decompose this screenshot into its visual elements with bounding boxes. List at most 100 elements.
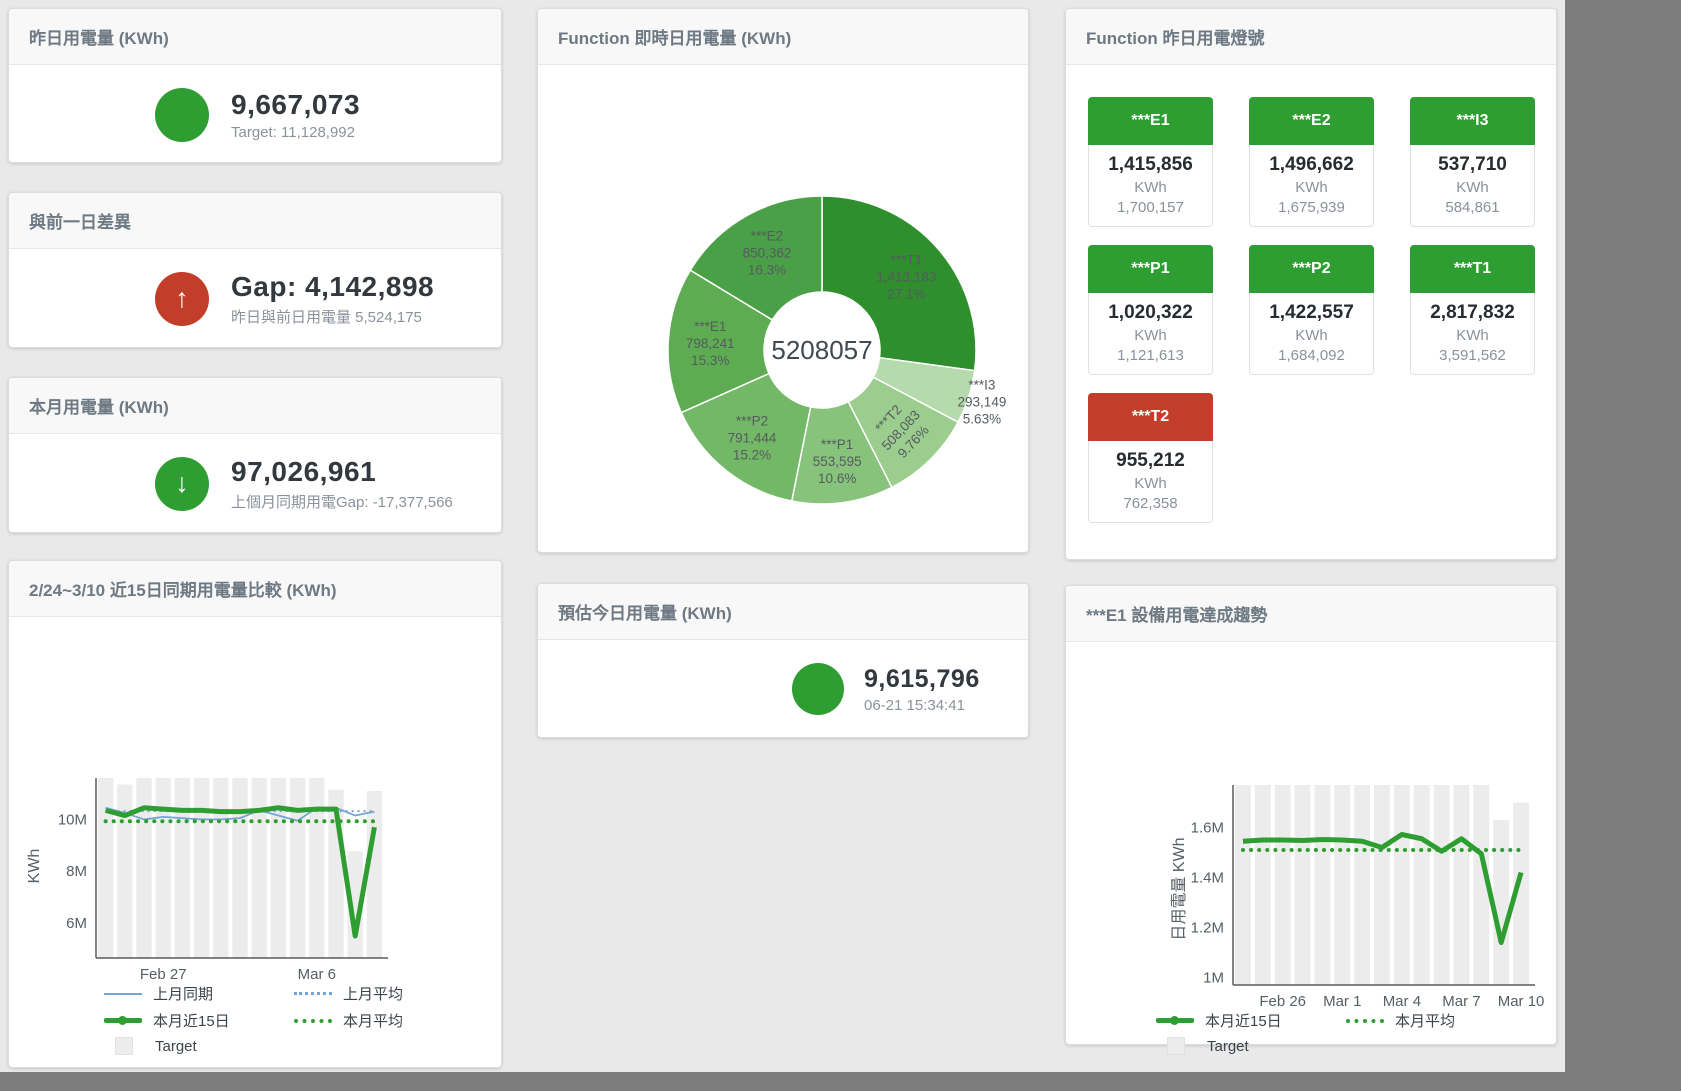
dashboard-page: 昨日用電量 (KWh) 9,667,073 Target: 11,128,992…: [0, 0, 1565, 1072]
kpi-subtitle: Target: 11,128,992: [231, 123, 355, 141]
svg-text:Mar 7: Mar 7: [1442, 993, 1480, 1010]
green-dotted-swatch-icon: [294, 1018, 332, 1023]
legend-item-this-month-avg[interactable]: 本月平均: [294, 1010, 484, 1031]
kpi-value: 9,667,073: [231, 88, 361, 120]
blue-dotted-swatch-icon: [294, 992, 332, 995]
tile-header: ***T2: [1088, 393, 1213, 441]
card-header: Function 昨日用電燈號: [1066, 9, 1556, 65]
tile-unit: KWh: [1134, 327, 1167, 344]
card-header: 2/24~3/10 近15日同期用電量比較 (KWh): [9, 561, 501, 617]
tile-header: ***E2: [1249, 97, 1374, 145]
legend-item-this-month[interactable]: 本月近15日: [104, 1010, 294, 1031]
svg-text:6M: 6M: [66, 915, 87, 932]
tile-header: ***P1: [1088, 245, 1213, 293]
svg-text:1M: 1M: [1203, 970, 1224, 987]
light-tile-i3: ***I3 537,710 KWh 584,861: [1410, 97, 1535, 227]
legend-item-target[interactable]: Target: [104, 1037, 294, 1055]
tile-header: ***T1: [1410, 245, 1535, 293]
kpi-timestamp: 06-21 15:34:41: [864, 696, 965, 714]
kpi-body: 9,667,073 Target: 11,128,992: [9, 65, 501, 164]
tile-target: 3,591,562: [1439, 347, 1506, 364]
svg-text:Mar 10: Mar 10: [1498, 993, 1545, 1010]
legend-label: 本月近15日: [153, 1013, 230, 1030]
light-tile-e1: ***E1 1,415,856 KWh 1,700,157: [1088, 97, 1213, 227]
light-tile-e2: ***E2 1,496,662 KWh 1,675,939: [1249, 97, 1374, 227]
legend-item-last-month[interactable]: 上月同期: [104, 983, 294, 1004]
trend-line-chart: 1M 1.2M 1.4M 1.6M Feb 26 Mar 1 Mar 4 Mar 7 Mar 1…: [1171, 785, 1545, 1010]
card-title: Function 即時日用電量 (KWh): [558, 29, 792, 48]
kpi-value: 9,615,796: [864, 664, 980, 693]
kpi-subtitle: 昨日與前日用電量 5,524,175: [231, 308, 422, 326]
target-swatch-icon: [115, 1037, 133, 1055]
tile-value: 955,212: [1116, 450, 1185, 471]
legend-item-this-month-avg[interactable]: 本月平均: [1346, 1010, 1536, 1031]
kpi-body: ↑ Gap: 4,142,898 昨日與前日用電量 5,524,175: [9, 249, 501, 348]
svg-text:1.4M: 1.4M: [1191, 870, 1224, 887]
tile-header: ***I3: [1410, 97, 1535, 145]
blue-line-swatch-icon: [104, 992, 142, 995]
tile-unit: KWh: [1295, 327, 1328, 344]
svg-text:1.2M: 1.2M: [1191, 920, 1224, 937]
tile-target: 1,675,939: [1278, 199, 1345, 216]
legend-item-target[interactable]: Target: [1156, 1037, 1346, 1055]
green-line-swatch-icon: [104, 1016, 142, 1025]
light-tile-t2: ***T2 955,212 KWh 762,358: [1088, 393, 1213, 523]
card-title: 與前一日差異: [29, 213, 131, 232]
svg-text:Mar 4: Mar 4: [1383, 993, 1421, 1010]
card-compare-chart: 2/24~3/10 近15日同期用電量比較 (KWh) 6M 8M 10M Feb 2…: [8, 560, 502, 1068]
card-header: 昨日用電量 (KWh): [9, 9, 501, 65]
status-circle-icon: [155, 87, 209, 142]
card-status-lights: Function 昨日用電燈號 ***E1 1,415,856 KWh 1,70…: [1065, 8, 1557, 560]
card-header: 預估今日用電量 (KWh): [538, 584, 1028, 640]
kpi-subtitle: 上個月同期用電Gap: -17,377,566: [231, 493, 453, 511]
card-gap-previous-day: 與前一日差異 ↑ Gap: 4,142,898 昨日與前日用電量 5,524,1…: [8, 192, 502, 348]
card-month-usage: 本月用電量 (KWh) ↓ 97,026,961 上個月同期用電Gap: -17…: [8, 377, 502, 533]
svg-text:Feb 27: Feb 27: [140, 966, 187, 983]
lights-grid: ***E1 1,415,856 KWh 1,700,157 ***E2 1,49…: [1066, 65, 1556, 523]
tile-value: 1,415,856: [1108, 154, 1193, 175]
svg-text:Feb 26: Feb 26: [1259, 993, 1306, 1010]
card-header: 本月用電量 (KWh): [9, 378, 501, 434]
card-title: Function 昨日用電燈號: [1086, 29, 1265, 48]
target-swatch-icon: [1167, 1037, 1185, 1055]
donut-chart: ***T1 1,413,183 27.1%***I3 293,149 5.63%***T…: [667, 195, 1007, 505]
card-header: 與前一日差異: [9, 193, 501, 249]
tile-target: 584,861: [1445, 199, 1500, 216]
legend-item-this-month[interactable]: 本月近15日: [1156, 1010, 1346, 1031]
svg-text:1.6M: 1.6M: [1191, 820, 1224, 837]
svg-text:Mar 1: Mar 1: [1323, 993, 1361, 1010]
card-title: 本月用電量 (KWh): [29, 398, 169, 417]
tile-target: 762,358: [1123, 495, 1178, 512]
compare-legend: 上月同期 上月平均 本月近15日 本月平均 Target: [104, 983, 484, 1055]
kpi-value: Gap: 4,142,898: [231, 270, 435, 302]
svg-text:KWh: KWh: [26, 849, 43, 884]
kpi-value: 97,026,961: [231, 455, 377, 487]
status-circle-icon: [792, 663, 844, 715]
green-dotted-swatch-icon: [1346, 1018, 1384, 1023]
card-header: Function 即時日用電量 (KWh): [538, 9, 1028, 65]
card-title: 2/24~3/10 近15日同期用電量比較 (KWh): [29, 581, 337, 600]
tile-unit: KWh: [1134, 179, 1167, 196]
card-realtime-donut: Function 即時日用電量 (KWh) ***T1 1,413,183 27.1…: [537, 8, 1029, 553]
card-title: ***E1 設備用電達成趨勢: [1086, 606, 1268, 625]
legend-label: 本月平均: [1395, 1013, 1456, 1030]
svg-text:8M: 8M: [66, 863, 87, 880]
tile-value: 2,817,832: [1430, 302, 1515, 323]
tile-unit: KWh: [1456, 327, 1489, 344]
legend-label: 本月近15日: [1205, 1013, 1282, 1030]
legend-label: Target: [1207, 1037, 1249, 1055]
card-e1-trend: ***E1 設備用電達成趨勢 1M 1.2M 1.4M 1.6M Feb 26 Mar 1…: [1065, 585, 1557, 1055]
light-tile-p2: ***P2 1,422,557 KWh 1,684,092: [1249, 245, 1374, 375]
tile-unit: KWh: [1295, 179, 1328, 196]
arrow-down-icon: ↓: [155, 456, 209, 511]
tile-value: 1,496,662: [1269, 154, 1354, 175]
arrow-up-icon: ↑: [155, 271, 209, 326]
tile-header: ***P2: [1249, 245, 1374, 293]
legend-item-last-month-avg[interactable]: 上月平均: [294, 983, 484, 1004]
compare-line-chart: 6M 8M 10M Feb 27 Mar 6 KWh: [26, 778, 388, 983]
card-title: 預估今日用電量 (KWh): [558, 604, 732, 623]
arrow-glyph: ↓: [175, 468, 189, 498]
svg-text:10M: 10M: [58, 811, 87, 828]
